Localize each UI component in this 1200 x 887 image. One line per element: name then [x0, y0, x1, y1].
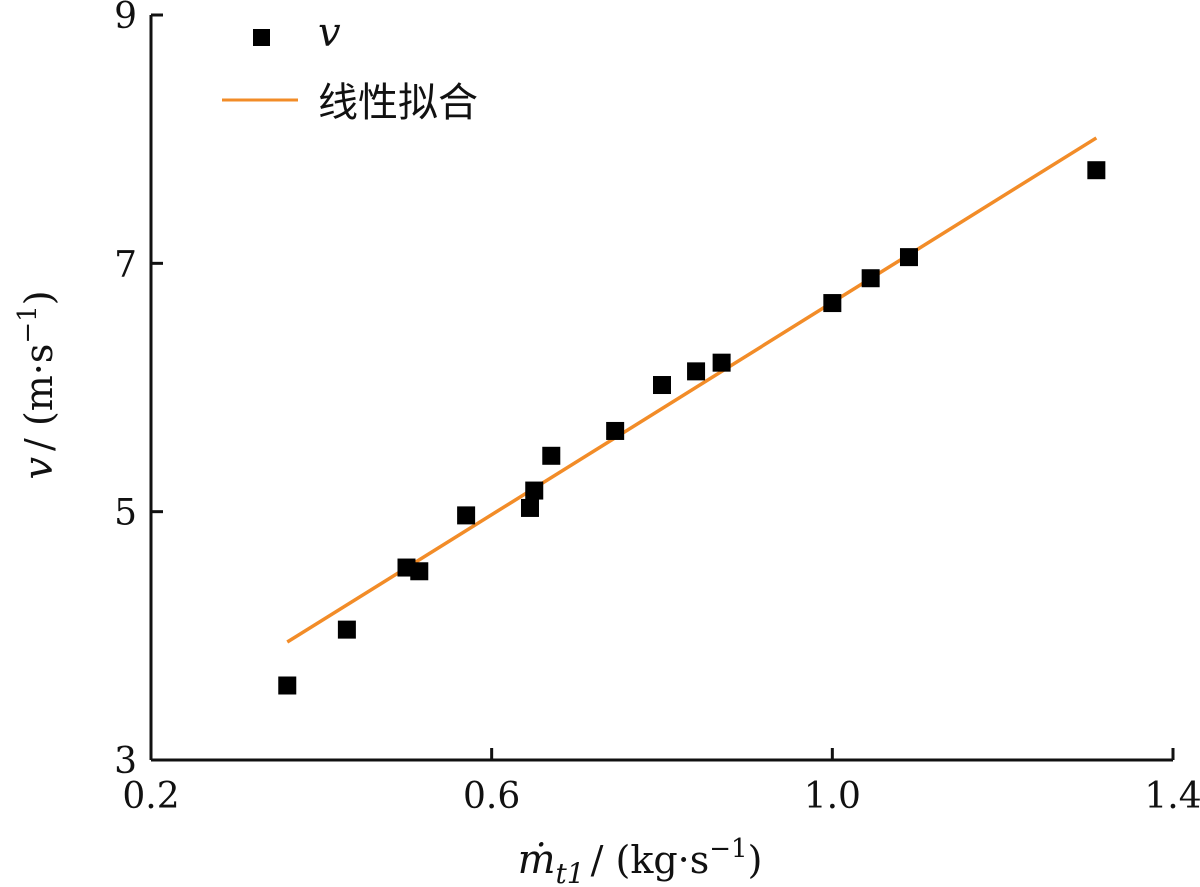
x-axis-title-sup: −1: [709, 834, 747, 864]
data-point: [520, 498, 539, 517]
x-axis-title-main: ṁ: [518, 837, 556, 883]
data-point: [653, 376, 671, 395]
x-tick-label: 1.4: [1144, 776, 1200, 817]
x-axis-title-unit: / (kg·s: [591, 838, 710, 882]
x-ticks: 0.2 0.6 1.0 1.4: [122, 748, 1200, 817]
y-axis-title-close: ): [17, 290, 61, 305]
y-tick-label: 7: [114, 244, 137, 285]
legend-label-v: v: [318, 10, 341, 56]
data-point: [1087, 161, 1106, 180]
y-axis-title-unit: / (m·s: [17, 344, 61, 451]
legend-label-fit: 线性拟合: [318, 80, 478, 126]
data-points: [278, 161, 1106, 695]
x-tick-label: 0.2: [122, 776, 179, 817]
data-point: [337, 620, 356, 639]
data-point: [899, 248, 918, 267]
y-tick-label: 3: [114, 741, 137, 782]
data-point: [525, 481, 544, 500]
fit-line-group: [286, 136, 1098, 644]
x-axis-title-sub: t1: [556, 857, 585, 887]
y-tick-label: 5: [114, 493, 137, 534]
data-point: [861, 269, 880, 288]
data-point: [606, 421, 625, 440]
data-point: [410, 562, 429, 581]
y-axis-title-main: v: [16, 457, 62, 480]
data-point: [687, 362, 706, 381]
y-axis-title-sup: −1: [13, 305, 43, 343]
data-point: [278, 676, 297, 695]
data-point: [457, 506, 476, 525]
x-tick-label: 1.0: [804, 776, 861, 817]
y-axis-title: v / (m·s−1): [13, 290, 62, 479]
x-axis-title: ṁt1/ (kg·s−1): [518, 834, 763, 887]
data-point: [542, 446, 561, 465]
axes: [149, 15, 1173, 762]
legend: v 线性拟合: [222, 10, 478, 126]
x-axis-title-close: ): [748, 838, 763, 882]
x-tick-label: 0.6: [463, 776, 520, 817]
data-point: [712, 353, 731, 372]
fit-line: [286, 136, 1098, 644]
y-tick-label: 9: [114, 0, 137, 37]
data-point: [823, 294, 842, 313]
legend-marker-square: [253, 29, 270, 46]
y-ticks: 3 5 7 9: [114, 0, 163, 782]
